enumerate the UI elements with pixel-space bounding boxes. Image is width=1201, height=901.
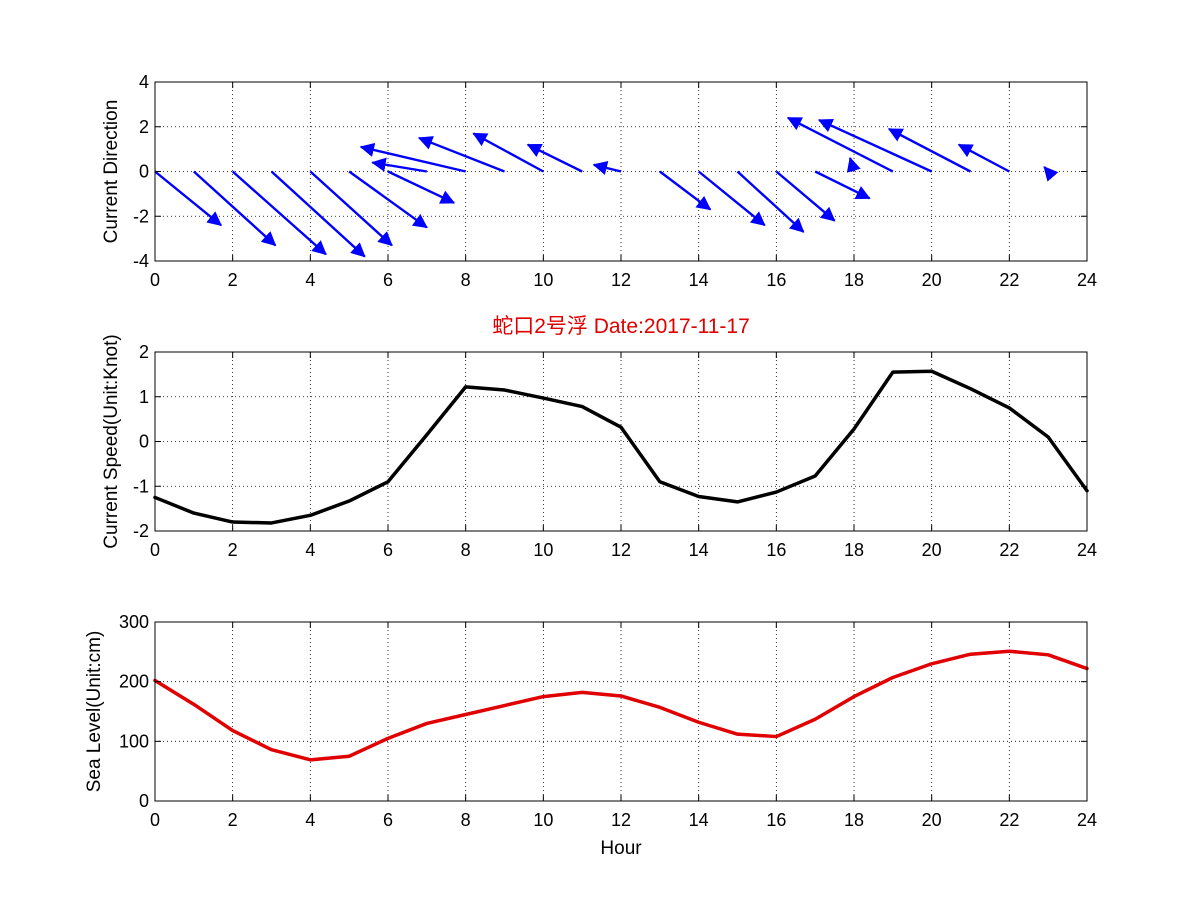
series-line [153, 369, 1089, 525]
y-tick-label: 200 [119, 672, 149, 692]
arrow-series [154, 116, 1059, 258]
current-arrow [887, 127, 972, 173]
x-tick-label: 8 [461, 810, 471, 830]
y-tick-label: 0 [139, 432, 149, 452]
x-tick-label: 18 [844, 810, 864, 830]
current-arrow [270, 170, 366, 258]
x-tick-label: 2 [228, 540, 238, 560]
x-tick-label: 14 [689, 270, 709, 290]
y-tick-label: -4 [133, 251, 149, 271]
x-tick-label: 0 [150, 810, 160, 830]
x-tick-label: 12 [611, 810, 631, 830]
current-arrow [814, 170, 871, 200]
x-tick-label: 24 [1077, 540, 1097, 560]
figure-title: 蛇口2号浮 Date:2017-11-17 [492, 315, 750, 338]
x-tick-label: 4 [305, 810, 315, 830]
x-tick-label: 6 [383, 810, 393, 830]
x-tick-label: 8 [461, 270, 471, 290]
y-tick-label: 2 [139, 117, 149, 137]
y-tick-label: -2 [133, 206, 149, 226]
x-tick-label: 20 [922, 270, 942, 290]
current-arrow [371, 157, 428, 173]
x-tick-label: 2 [228, 810, 238, 830]
current-arrow [526, 143, 583, 173]
x-tick-label: 22 [999, 810, 1019, 830]
current-arrow [231, 170, 327, 256]
y-tick-label: -2 [133, 521, 149, 541]
current-arrow [417, 136, 505, 173]
x-tick-label: 18 [844, 540, 864, 560]
y-axis-label: Current Speed(Unit:Knot) [101, 334, 122, 548]
current-arrow [193, 170, 277, 247]
x-tick-label: 20 [922, 810, 942, 830]
current-arrow [817, 118, 933, 173]
x-tick-label: 18 [844, 270, 864, 290]
current-arrow [736, 170, 805, 233]
x-tick-label: 12 [611, 540, 631, 560]
x-tick-label: 16 [766, 270, 786, 290]
grid [155, 352, 1087, 531]
x-tick-label: 4 [305, 270, 315, 290]
x-tick-label: 2 [228, 270, 238, 290]
current-arrow [697, 170, 766, 227]
x-tick-label: 16 [766, 540, 786, 560]
current-arrow [659, 170, 712, 211]
current-arrow [592, 160, 622, 175]
y-tick-label: 2 [139, 342, 149, 362]
y-axis-label: Sea Level(Unit:cm) [84, 631, 105, 793]
grid [155, 622, 1087, 801]
x-tick-label: 0 [150, 540, 160, 560]
x-tick-label: 0 [150, 270, 160, 290]
x-tick-label: 24 [1077, 810, 1097, 830]
current-arrow [348, 170, 428, 229]
x-axis-label: Hour [600, 838, 642, 859]
plot-area [155, 622, 1087, 801]
x-tick-label: 22 [999, 540, 1019, 560]
x-tick-label: 22 [999, 270, 1019, 290]
y-tick-label: 0 [139, 791, 149, 811]
sea-level-series [153, 649, 1089, 762]
y-tick-label: 100 [119, 731, 149, 751]
x-tick-label: 6 [383, 540, 393, 560]
x-tick-label: 10 [533, 270, 553, 290]
x-tick-label: 12 [611, 270, 631, 290]
x-tick-label: 10 [533, 810, 553, 830]
current-arrow [472, 132, 544, 173]
x-tick-label: 24 [1077, 270, 1097, 290]
current-arrow [775, 170, 836, 222]
y-tick-label: 4 [139, 72, 149, 92]
current-arrow [846, 156, 861, 173]
y-tick-label: -1 [133, 476, 149, 496]
x-tick-label: 14 [689, 810, 709, 830]
x-tick-label: 14 [689, 540, 709, 560]
current-arrow [387, 170, 456, 204]
x-tick-label: 16 [766, 810, 786, 830]
y-tick-label: 1 [139, 387, 149, 407]
x-tick-label: 6 [383, 270, 393, 290]
series-line [153, 649, 1089, 762]
x-tick-label: 4 [305, 540, 315, 560]
y-tick-label: 300 [119, 612, 149, 632]
current-arrow [1043, 166, 1059, 182]
y-tick-label: 0 [139, 162, 149, 182]
current-arrow [359, 142, 466, 173]
x-tick-label: 20 [922, 540, 942, 560]
y-axis-label: Current Direction [101, 100, 122, 244]
current-arrow [154, 170, 222, 227]
x-tick-label: 10 [533, 540, 553, 560]
current-arrow [957, 143, 1010, 173]
x-tick-label: 8 [461, 540, 471, 560]
speed-series [153, 369, 1089, 525]
current-arrow [309, 170, 393, 247]
current-arrow [786, 116, 894, 173]
